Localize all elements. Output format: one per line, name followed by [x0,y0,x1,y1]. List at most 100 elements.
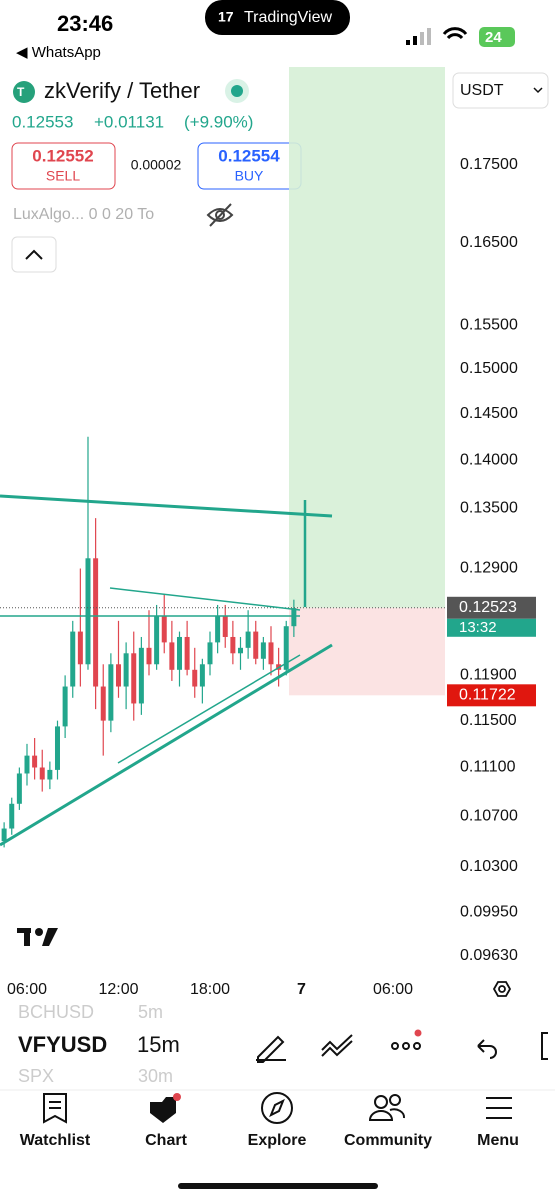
more-tool[interactable] [391,1042,421,1050]
banner-logo: 17 [218,9,234,25]
nav-label[interactable]: Explore [248,1132,307,1149]
sell-button[interactable] [11,142,116,190]
candle-body [77,631,83,665]
currency[interactable]: USDT [460,82,504,99]
candle-body [283,626,289,670]
candle-body [24,755,30,774]
indicator-legend[interactable]: LuxAlgo... 0 0 20 To [13,206,154,223]
chart-nav-badge [173,1093,181,1101]
back-app[interactable]: ◀ WhatsApp [16,44,101,61]
candle-body [16,773,22,804]
y-tick-label: 0.11900 [460,667,517,684]
indicators-tool[interactable] [321,1034,353,1057]
buy-label[interactable]: BUY [235,168,264,184]
y-tick-label: 0.16500 [460,234,518,251]
candle-body [237,647,243,654]
trendline [109,587,301,611]
candle-body [146,647,152,665]
currency-select[interactable] [452,72,549,109]
candle-body [192,669,198,687]
next-symbol[interactable]: SPX [18,1066,54,1086]
candle-body [9,803,15,829]
y-tick-label: 0.14500 [460,405,518,422]
candle-body [47,769,53,780]
nav-label[interactable]: Community [344,1132,432,1149]
home-indicator [178,1183,378,1189]
battery-level: 24 [485,29,502,46]
prev-symbol[interactable]: BCHUSD [18,1002,94,1022]
symbol-title[interactable]: zkVerify / Tether [44,78,200,103]
y-tick-label: 0.15500 [460,317,518,334]
drawings [0,494,333,847]
candle-body [138,647,144,704]
next-interval[interactable]: 30m [138,1066,173,1086]
y-tick-label: 0.15000 [460,360,518,377]
sell-price[interactable]: 0.12552 [32,146,93,165]
x-tick-label: 06:00 [373,981,413,998]
candle-body [32,755,38,768]
trendline [0,494,333,518]
trendline [117,654,301,764]
status-time: 23:46 [57,11,113,36]
prev-interval[interactable]: 5m [138,1002,163,1022]
y-tick-label: 0.10300 [460,858,518,875]
x-tick-label: 18:00 [190,981,230,998]
y-tick-label: 0.12900 [460,560,518,577]
candle-body [123,653,129,687]
draw-tool[interactable] [256,1035,286,1063]
y-tick-label: 0.17500 [460,156,518,173]
stop-label-box [447,684,536,707]
collapse-button[interactable] [11,236,57,273]
candle-body [62,686,68,727]
candle-body [230,636,236,654]
candle-body [215,615,221,643]
banner [205,0,350,35]
sell-label[interactable]: SELL [46,168,80,184]
countdown-box [447,618,536,637]
candle-body [93,558,99,687]
candle-body [291,608,297,627]
y-tick-label: 0.09630 [460,947,518,964]
chart: 0.17500 0.16500 0.15500 0.15000 0.14500 0.140… [0,67,536,998]
candle-body [39,767,45,780]
candle-body [253,631,259,659]
coin-icon [13,81,35,103]
coin-icon-glyph: T [17,85,25,99]
nav-label[interactable]: Menu [477,1132,519,1149]
nav-label[interactable]: Watchlist [20,1132,91,1149]
wifi [442,27,468,40]
change: +0.01131 [94,112,164,131]
signal [406,28,431,45]
y-tick-label: 0.14000 [460,451,518,468]
interval[interactable]: 15m [137,1032,180,1057]
candle-body [268,642,274,665]
stop-label: 0.11722 [459,687,516,704]
spread: 0.00002 [131,157,182,173]
buy-price[interactable]: 0.12554 [218,146,280,165]
more-tools[interactable] [541,1032,548,1060]
y-tick-label: 0.10700 [460,807,518,824]
change-pct: (+9.90%) [184,112,253,131]
undo[interactable] [477,1039,497,1059]
candle-body [85,558,91,665]
hide-indicator-icon[interactable] [206,203,234,227]
candle-body [207,642,213,665]
y-tick-label: 0.09950 [460,904,518,921]
y-tick-label: 0.11500 [460,712,517,729]
x-tick-label: 06:00 [7,981,47,998]
candle-body [184,636,190,670]
candle-body [70,631,76,687]
candle-body [199,664,205,687]
symbol[interactable]: VFYUSD [18,1032,107,1057]
trendline [0,643,333,847]
chevron [533,87,543,94]
price-label-box [447,596,536,619]
settings-icon[interactable] [492,981,512,997]
price-label: 0.12523 [459,599,517,616]
banner-text: TradingView [244,9,332,26]
x-tick-label: 7 [297,981,306,998]
candle-body [245,631,251,648]
last-price: 0.12553 [12,112,73,131]
nav-label[interactable]: Chart [145,1132,187,1149]
